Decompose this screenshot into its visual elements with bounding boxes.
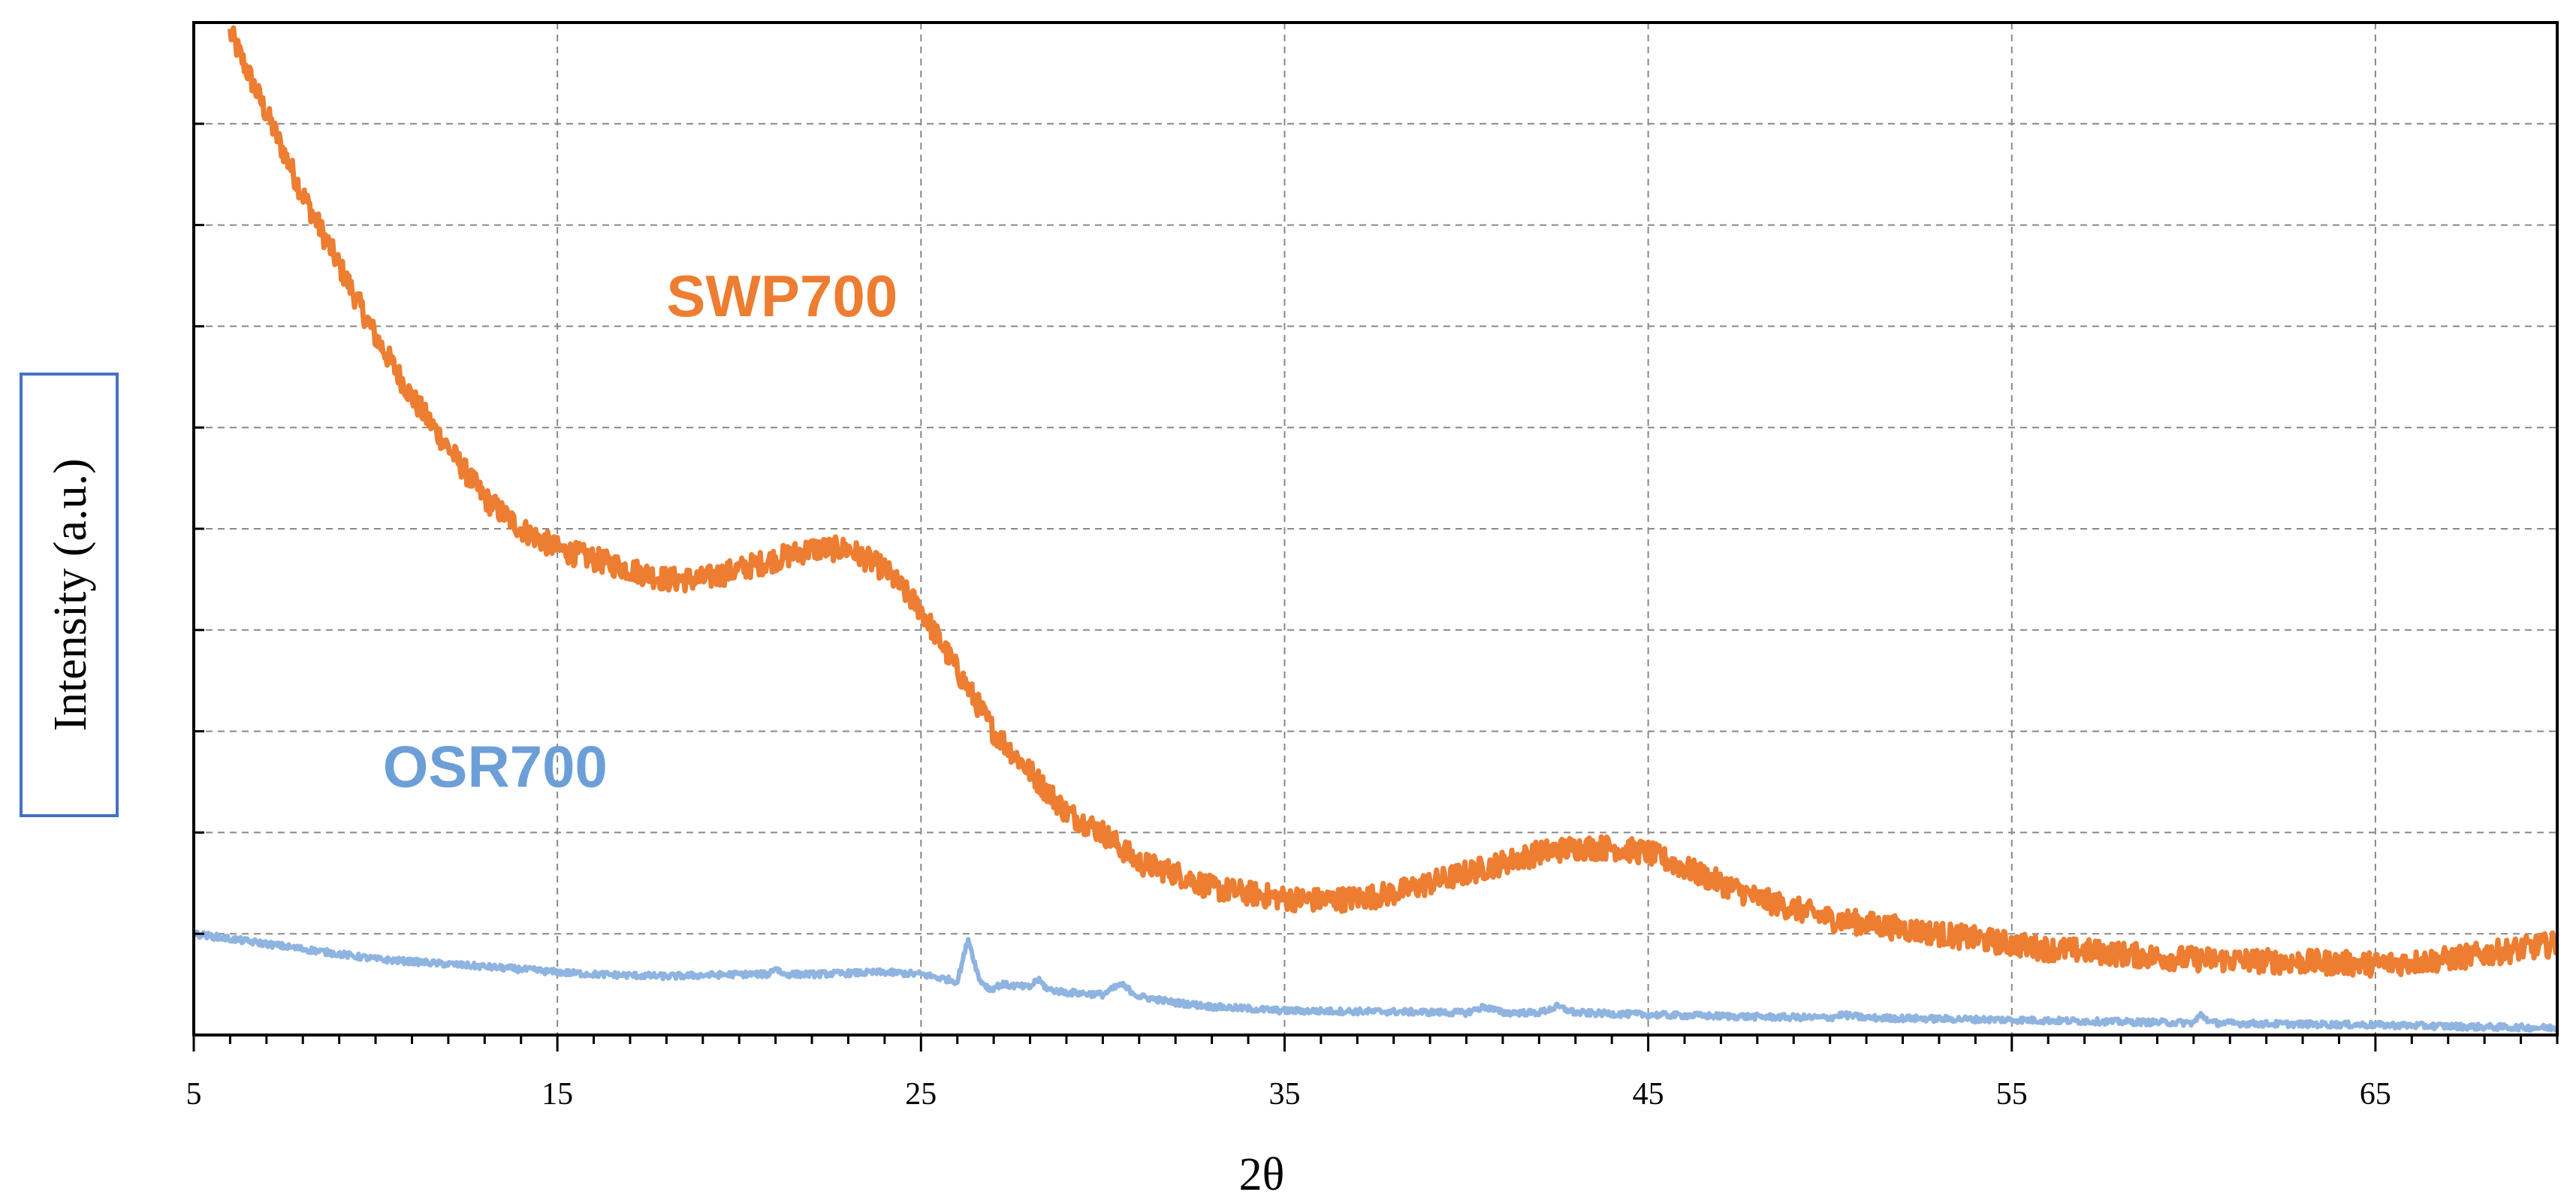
annotation-swp700: SWP700 <box>666 263 897 329</box>
series-osr700 <box>192 929 2558 1033</box>
gridlines <box>194 23 2557 1035</box>
series-line-swp700 <box>227 25 2559 979</box>
x-tick-label: 15 <box>541 1077 573 1112</box>
series-swp700 <box>227 25 2559 979</box>
x-axis-ticks: 5 15 25 35 45 55 65 <box>186 21 2559 1112</box>
x-tick-label: 55 <box>1996 1077 2028 1112</box>
x-tick-label: 45 <box>1633 1077 1664 1112</box>
y-axis-label-box <box>20 373 119 817</box>
series-layer <box>192 25 2559 1033</box>
annotation-osr700: OSR700 <box>383 734 608 800</box>
y-axis-label: Intensity (a.u.) <box>45 458 96 731</box>
series-line-osr700 <box>192 929 2558 1033</box>
series-annotations: SWP700 OSR700 <box>383 263 897 800</box>
x-tick-label: 35 <box>1268 1077 1300 1112</box>
x-tick-label: 5 <box>186 1077 202 1112</box>
x-tick-label: 65 <box>2360 1077 2391 1112</box>
x-tick-label: 25 <box>905 1077 937 1112</box>
x-axis-label: 2θ <box>1239 1149 1285 1200</box>
